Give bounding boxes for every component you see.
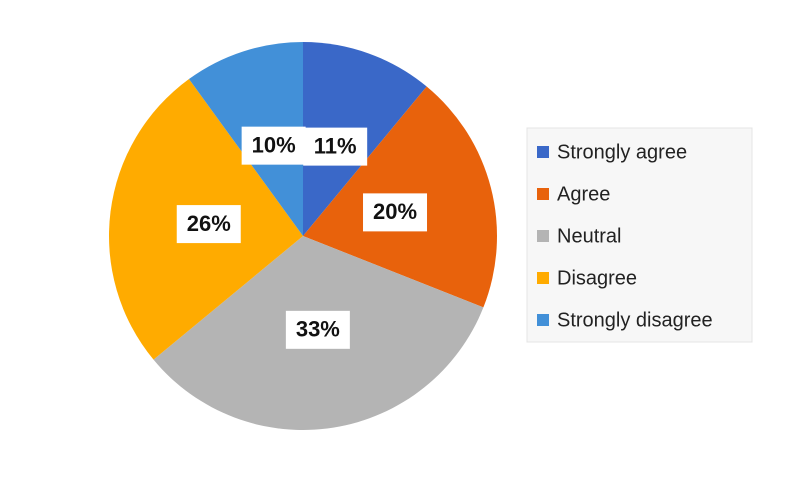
legend-swatch — [537, 188, 549, 200]
data-label-text: 11% — [314, 133, 357, 158]
data-label: 10% — [241, 126, 306, 165]
legend-swatch — [537, 146, 549, 158]
data-label-box — [176, 205, 241, 244]
data-label-box — [241, 126, 306, 165]
legend-label: Agree — [557, 183, 610, 205]
data-label-box — [303, 127, 368, 166]
data-label: 11% — [303, 127, 368, 166]
data-label-text: 26% — [187, 211, 231, 236]
legend-swatch — [537, 314, 549, 326]
data-label: 26% — [176, 205, 241, 244]
data-label-text: 10% — [252, 132, 296, 157]
data-label: 33% — [285, 310, 350, 349]
legend-label: Strongly disagree — [557, 309, 713, 331]
legend-label: Neutral — [557, 225, 621, 247]
legend-box — [526, 127, 753, 343]
legend-swatch — [537, 230, 549, 242]
data-label-box — [363, 193, 428, 232]
data-label-text: 20% — [373, 199, 417, 224]
data-label-box — [285, 310, 350, 349]
legend-swatch — [537, 272, 549, 284]
legend-label: Strongly agree — [557, 141, 687, 163]
legend-label: Disagree — [557, 267, 637, 289]
data-label-text: 33% — [296, 317, 340, 342]
data-label: 20% — [363, 193, 428, 232]
